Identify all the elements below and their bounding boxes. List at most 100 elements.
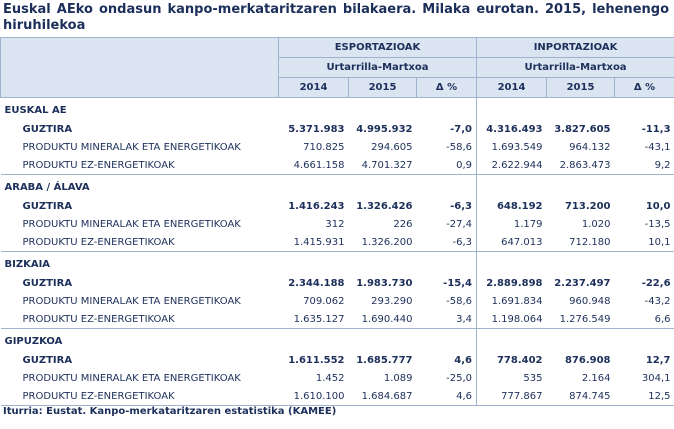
value-cell: -15,4 xyxy=(416,274,477,292)
value-cell: 2.344.188 xyxy=(288,277,345,289)
group-header: ESPORTAZIOAK xyxy=(278,37,477,58)
group-header: INPORTAZIOAK xyxy=(475,37,674,58)
value-cell: -6,3 xyxy=(416,197,477,215)
data-row: GUZTIRA 2.344.188 1.983.730 -15,4 2.889.898 2… xyxy=(1,274,674,292)
value-cell: 1.179 xyxy=(513,218,543,230)
value-cell: 304,1 xyxy=(641,372,671,384)
value-cell: 6,6 xyxy=(654,313,671,325)
value-cell: -43,2 xyxy=(644,295,671,307)
empty-cell xyxy=(476,251,547,274)
value-cell: 3.827.605 xyxy=(554,123,611,135)
value-cell: 293.290 xyxy=(371,295,413,307)
data-row: PRODUKTU EZ-ENERGETIKOAK 1.610.100 1.684.6… xyxy=(0,387,674,406)
column-header: 2015 xyxy=(546,77,615,98)
empty-cell xyxy=(546,251,615,274)
value-cell: 712.180 xyxy=(569,236,611,248)
section-name: GIPUZKOA xyxy=(0,328,279,351)
period-header: Urtarrilla-Martxoa xyxy=(278,57,477,78)
row-label: PRODUKTU MINERALAK ETA ENERGETIKOAK xyxy=(22,141,241,153)
row-label: PRODUKTU EZ-ENERGETIKOAK xyxy=(0,387,279,406)
header-row: ESPORTAZIOAK INPORTAZIOAK xyxy=(0,37,674,98)
value-cell: 4.995.932 xyxy=(356,123,413,135)
empty-cell xyxy=(278,328,349,351)
value-cell: 2.863.473 xyxy=(559,159,611,171)
value-cell: 312 xyxy=(325,218,345,230)
row-label: PRODUKTU EZ-ENERGETIKOAK xyxy=(22,159,175,171)
empty-cell xyxy=(278,97,349,120)
value-cell: 964.132 xyxy=(569,141,611,153)
data-row: GUZTIRA 1.611.552 1.685.777 4,6 778.402 876.9… xyxy=(1,351,674,369)
value-cell: 12,5 xyxy=(614,387,674,406)
value-cell: 294.605 xyxy=(371,141,413,153)
value-cell: -27,4 xyxy=(416,215,477,233)
value-cell: 876.908 xyxy=(564,354,611,366)
empty-cell xyxy=(416,97,477,120)
value-cell: 1.610.100 xyxy=(278,387,349,406)
value-cell: 535 xyxy=(523,372,543,384)
value-cell: 777.867 xyxy=(476,387,547,406)
value-cell: 1.326.426 xyxy=(356,200,413,212)
value-cell: 4,6 xyxy=(416,387,477,406)
period-header: Urtarrilla-Martxoa xyxy=(475,57,674,78)
empty-cell xyxy=(476,328,547,351)
value-cell: 1.452 xyxy=(315,372,345,384)
value-cell: -11,3 xyxy=(641,123,671,135)
empty-cell xyxy=(348,97,417,120)
value-cell: -25,0 xyxy=(416,369,477,387)
value-cell: 4.316.493 xyxy=(486,123,543,135)
value-cell: 3,4 xyxy=(416,310,477,329)
header-row: 2014 2015 Δ % 2014 2015 Δ % xyxy=(1,77,674,98)
empty-cell xyxy=(348,328,417,351)
data-row: PRODUKTU EZ-ENERGETIKOAK 4.661.158 4.701.3… xyxy=(1,156,674,175)
value-cell: 1.020 xyxy=(581,218,611,230)
column-header: Δ % xyxy=(416,77,477,98)
column-header: Δ % xyxy=(613,77,674,98)
section-row: GIPUZKOA xyxy=(0,328,674,351)
row-label: PRODUKTU EZ-ENERGETIKOAK xyxy=(22,313,175,325)
section-name: BIZKAIA xyxy=(0,251,279,274)
value-cell: 960.948 xyxy=(569,295,611,307)
value-cell: 1.326.200 xyxy=(361,236,413,248)
empty-cell xyxy=(278,251,349,274)
value-cell: 1.089 xyxy=(383,372,413,384)
data-row: GUZTIRA 5.371.983 4.995.932 -7,0 4.316.493 3.… xyxy=(1,120,674,138)
row-label: PRODUKTU EZ-ENERGETIKOAK xyxy=(22,236,175,248)
value-cell: 0,9 xyxy=(416,156,477,175)
section-row: ARABA / ÁLAVA xyxy=(0,174,674,197)
value-cell: -58,6 xyxy=(416,292,477,310)
value-cell: 713.200 xyxy=(564,200,611,212)
value-cell: 4.701.327 xyxy=(361,159,413,171)
value-cell: 1.983.730 xyxy=(356,277,413,289)
value-cell: 709.062 xyxy=(303,295,345,307)
value-cell: 1.635.127 xyxy=(293,313,345,325)
corner xyxy=(0,37,279,98)
section-name: ARABA / ÁLAVA xyxy=(0,174,279,197)
empty-cell xyxy=(416,174,477,197)
row-label: GUZTIRA xyxy=(22,200,73,212)
value-cell: 4.661.158 xyxy=(293,159,345,171)
title: Euskal AEko ondasun kanpo-merkataritzare… xyxy=(3,2,669,33)
value-cell: 1.691.834 xyxy=(491,295,543,307)
data-row: GUZTIRA 1.416.243 1.326.426 -6,3 648.192 713.… xyxy=(1,197,674,215)
value-cell: 10,1 xyxy=(648,236,671,248)
value-cell: -6,3 xyxy=(416,233,477,252)
empty-cell xyxy=(348,251,417,274)
value-cell: 1.684.687 xyxy=(348,387,417,406)
section-row: BIZKAIA xyxy=(0,251,674,274)
value-cell: 1.685.777 xyxy=(356,354,413,366)
data-row: PRODUKTU EZ-ENERGETIKOAK 1.415.931 1.326.2… xyxy=(1,233,674,252)
value-cell: 2.622.944 xyxy=(491,159,543,171)
data-row: PRODUKTU MINERALAK ETA ENERGETIKOAK 710.8… xyxy=(1,138,674,156)
data-row: PRODUKTU MINERALAK ETA ENERGETIKOAK 1.452… xyxy=(1,369,674,387)
value-cell: -7,0 xyxy=(416,120,477,138)
value-cell: 1.690.440 xyxy=(361,313,413,325)
row-label: GUZTIRA xyxy=(22,277,73,289)
value-cell: -13,5 xyxy=(644,218,671,230)
row-label: PRODUKTU MINERALAK ETA ENERGETIKOAK xyxy=(22,218,241,230)
value-cell: 778.402 xyxy=(496,354,543,366)
value-cell: 874.745 xyxy=(546,387,615,406)
data-row: PRODUKTU EZ-ENERGETIKOAK 1.635.127 1.690.4… xyxy=(1,310,674,329)
empty-cell xyxy=(546,328,615,351)
empty-cell xyxy=(416,328,477,351)
row-label: PRODUKTU MINERALAK ETA ENERGETIKOAK xyxy=(22,372,241,384)
